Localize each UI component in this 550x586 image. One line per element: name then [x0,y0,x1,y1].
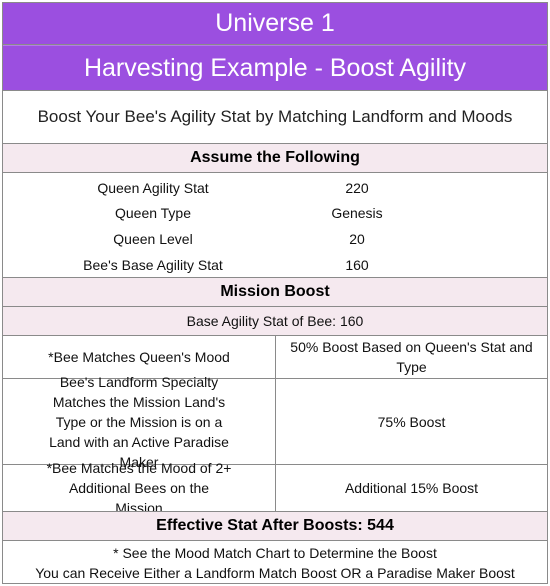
assumption-row: Queen Type Genesis [3,200,547,226]
boost-amount-text: 50% Boost Based on Queen's Stat and Type [290,339,533,375]
column-divider [275,336,276,511]
boost-condition-text: *Bee Matches Queen's Mood [48,349,230,365]
assumption-value: 160 [345,257,369,273]
assumption-label: Queen Type [114,205,192,221]
example-title: Harvesting Example - Boost Agility [3,45,547,91]
assumption-label: Queen Level [113,231,193,247]
boost-amount-text: Additional 15% Boost [344,480,479,496]
assumption-row: Queen Agility Stat 220 [3,175,547,201]
universe-title-text: Universe 1 [215,9,335,37]
boost-condition-text: Bee's Landform Specialty Matches the Mis… [49,373,229,470]
boost-amount: Additional 15% Boost [276,465,547,511]
mission-heading: Mission Boost [220,283,330,300]
assumption-value: 20 [349,231,365,247]
boost-amount: 75% Boost [276,379,547,465]
assumption-label: Bee's Base Agility Stat [83,257,223,273]
boost-amount: 50% Boost Based on Queen's Stat and Type [276,336,547,379]
boost-condition-text: *Bee Matches the Mood of 2+ Additional B… [46,460,232,516]
intro-banner: Boost Your Bee's Agility Stat by Matchin… [3,91,547,144]
intro-text: Boost Your Bee's Agility Stat by Matchin… [37,107,513,126]
example-title-text: Harvesting Example - Boost Agility [83,53,467,82]
assume-heading: Assume the Following [190,149,360,166]
boost-condition: *Bee Matches the Mood of 2+ Additional B… [3,460,275,516]
assumption-row: Bee's Base Agility Stat 160 [3,252,547,278]
assumptions-block: Queen Agility Stat 220 Queen Type Genesi… [3,173,547,278]
boost-condition: *Bee Matches Queen's Mood [3,336,275,379]
universe-title: Universe 1 [3,3,547,45]
footnote-landform-or-paradise: You can Receive Either a Landform Match … [35,565,515,581]
mission-section-header: Mission Boost [3,278,547,307]
assume-section-header: Assume the Following [3,144,547,173]
assumption-label: Queen Agility Stat [97,180,209,196]
result-section-header: Effective Stat After Boosts: 544 [3,511,547,541]
assumption-row: Queen Level 20 [3,226,547,252]
base-stat-text: Base Agility Stat of Bee: 160 [186,313,364,329]
boost-condition: Bee's Landform Specialty Matches the Mis… [3,374,275,470]
assumption-value: Genesis [331,205,383,221]
base-stat-row: Base Agility Stat of Bee: 160 [3,307,547,336]
assumption-value: 220 [345,180,369,196]
boost-amount-text: 75% Boost [377,413,446,430]
boost-grid: *Bee Matches Queen's Mood 50% Boost Base… [3,336,547,516]
footnotes: * See the Mood Match Chart to Determine … [3,541,547,585]
effective-stat-heading: Effective Stat After Boosts: 544 [156,517,394,534]
footnote-mood-chart: * See the Mood Match Chart to Determine … [113,545,437,561]
